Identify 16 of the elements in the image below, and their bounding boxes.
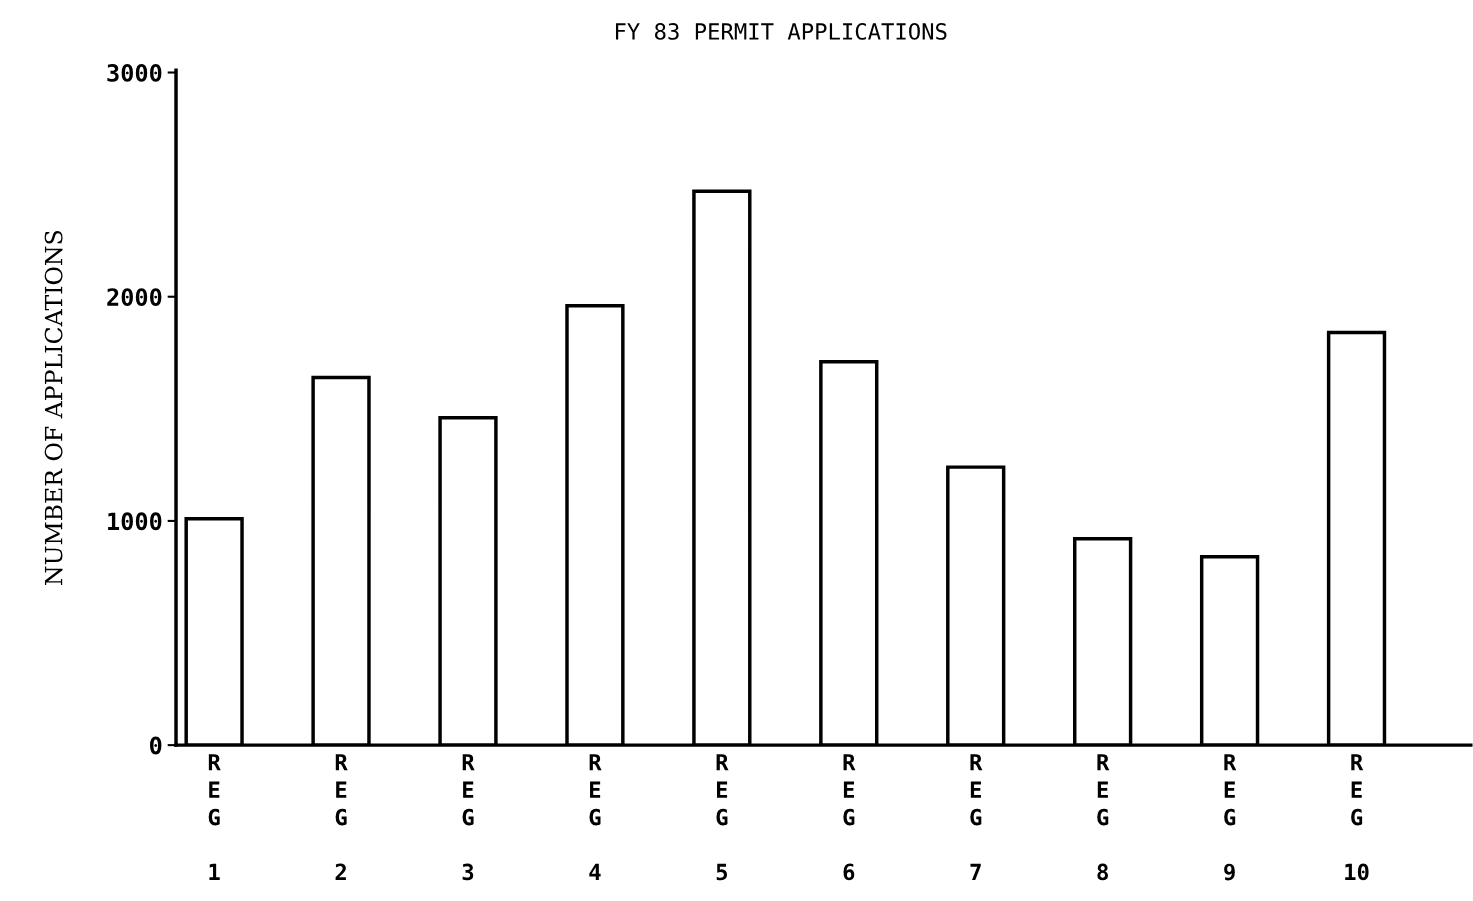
category-label: R E G 8	[1097, 754, 1110, 881]
category-label: R E G 5	[716, 754, 729, 881]
y-tick-label: 2000	[107, 288, 162, 307]
category-label: R E G 2	[335, 754, 348, 881]
y-tick-label: 0	[150, 736, 162, 755]
category-label: R E G 6	[843, 754, 856, 881]
category-label: R E G 3	[462, 754, 475, 881]
y-tick-label: 1000	[108, 512, 162, 531]
category-label: R E G 4	[589, 754, 602, 881]
chart-title: FY 83 PERMIT APPLICATIONS	[615, 23, 947, 40]
category-label: R E G 7	[970, 754, 983, 881]
category-label: R E G 1	[208, 754, 221, 881]
y-axis-title: NUMBER OF APPLICATIONS	[44, 231, 63, 585]
category-label: R E G 10	[1345, 754, 1369, 881]
y-tick-label: 3000	[107, 63, 162, 82]
category-label: R E G 9	[1224, 754, 1237, 881]
